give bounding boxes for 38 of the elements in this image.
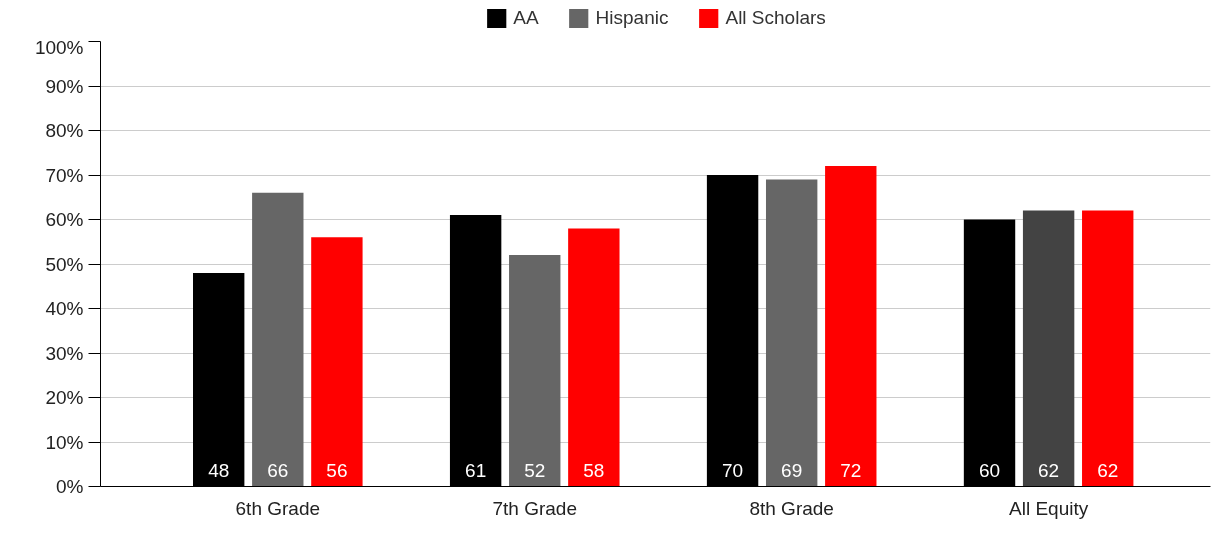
data-label: 58 xyxy=(583,459,605,481)
bar xyxy=(311,237,363,487)
y-tick-label: 0% xyxy=(56,476,84,497)
y-tick-label: 30% xyxy=(45,342,84,364)
data-label: 60 xyxy=(978,459,1001,481)
data-label: 62 xyxy=(1097,459,1119,481)
data-label: 66 xyxy=(267,459,289,481)
data-label: 48 xyxy=(208,459,230,481)
bar xyxy=(825,166,877,487)
legend-label: All Scholars xyxy=(725,7,826,29)
data-label: 70 xyxy=(722,459,744,481)
data-label: 69 xyxy=(781,459,803,481)
data-label: 72 xyxy=(840,459,862,481)
legend-label: Hispanic xyxy=(595,7,669,29)
y-tick-label: 10% xyxy=(45,431,84,453)
x-tick-label: 6th Grade xyxy=(235,497,321,519)
y-tick-label: 50% xyxy=(45,253,84,275)
y-tick-label: 70% xyxy=(45,164,84,186)
data-label: 52 xyxy=(524,459,546,481)
bar xyxy=(1022,210,1075,487)
x-tick-label: All Equity xyxy=(1009,497,1089,519)
x-tick-label: 7th Grade xyxy=(492,497,577,519)
y-tick-label: 20% xyxy=(45,387,84,408)
bar xyxy=(568,228,620,487)
data-label: 61 xyxy=(465,459,487,481)
data-label: 62 xyxy=(1038,459,1060,481)
y-tick-label: 90% xyxy=(45,75,84,97)
legend-label: AA xyxy=(513,7,539,29)
x-tick-label: 8th Grade xyxy=(749,497,834,519)
y-tick-label: 40% xyxy=(45,298,84,319)
bar xyxy=(509,255,561,487)
bar xyxy=(1082,210,1134,487)
bar xyxy=(252,192,304,487)
y-tick-label: 100% xyxy=(34,36,84,58)
bar xyxy=(765,179,818,487)
data-label: 56 xyxy=(326,459,348,481)
y-tick-label: 60% xyxy=(45,209,84,230)
y-tick-label: 80% xyxy=(45,120,84,141)
